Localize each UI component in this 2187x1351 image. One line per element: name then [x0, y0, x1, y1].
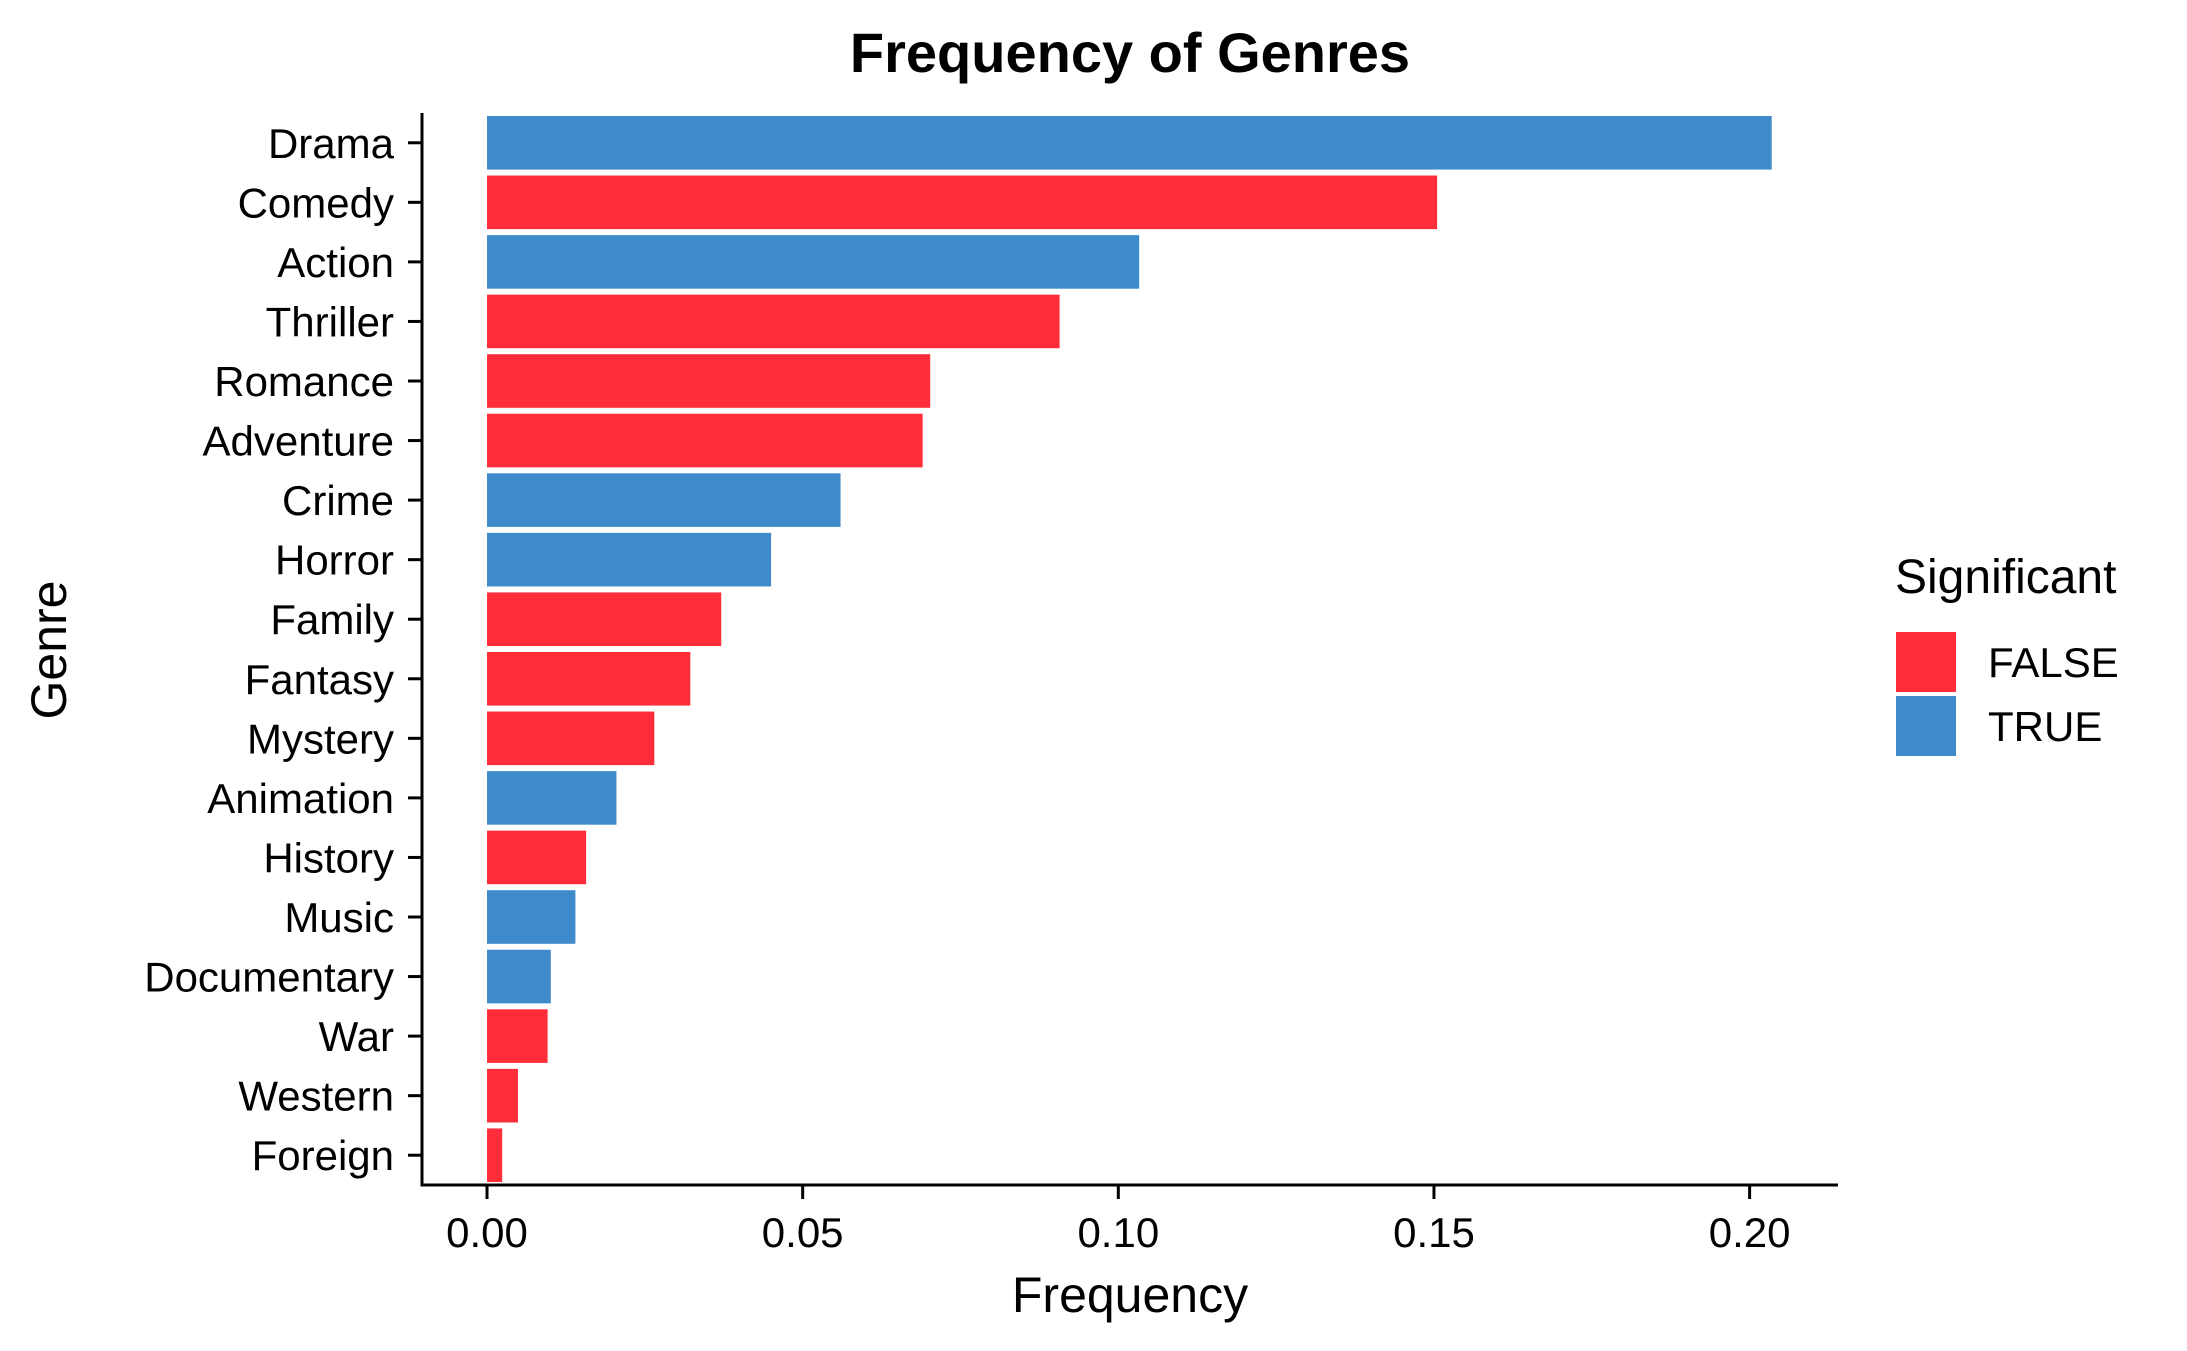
bar-horror: [487, 532, 772, 587]
x-tick-label: 0.20: [1709, 1209, 1791, 1256]
bar-comedy: [487, 175, 1438, 230]
legend: Significant FALSE TRUE: [1895, 551, 2119, 756]
y-tick-label: Comedy: [238, 179, 394, 226]
x-tick-label: 0.10: [1077, 1209, 1159, 1256]
chart-title: Frequency of Genres: [850, 21, 1410, 84]
y-tick-label: Music: [284, 894, 394, 941]
legend-label: TRUE: [1988, 703, 2102, 750]
bar-romance: [487, 354, 931, 408]
bar-documentary: [487, 949, 551, 1004]
x-tick-label: 0.15: [1393, 1209, 1475, 1256]
bar-crime: [487, 473, 841, 527]
bar-animation: [487, 771, 617, 825]
bar-group: [487, 115, 1772, 1183]
y-tick-label: Romance: [214, 358, 394, 405]
y-tick-label: Horror: [275, 537, 394, 584]
bar-western: [487, 1068, 518, 1123]
x-tick-label: 0.00: [446, 1209, 528, 1256]
y-tick-label: Thriller: [266, 298, 394, 345]
y-tick-label: War: [319, 1013, 394, 1060]
legend-key-false: [1896, 632, 1956, 692]
bar-drama: [487, 115, 1772, 170]
y-tick-label: Crime: [282, 477, 394, 524]
y-tick-label: Action: [277, 239, 394, 286]
y-tick-label: History: [263, 834, 394, 881]
y-tick-label: Adventure: [203, 418, 394, 465]
bar-foreign: [487, 1128, 503, 1183]
bar-mystery: [487, 711, 655, 766]
x-axis-title: Frequency: [1012, 1267, 1248, 1323]
y-tick-label: Family: [270, 596, 394, 643]
y-axis: Drama Comedy Action Thriller Romance Adventur…: [144, 113, 424, 1187]
bar-fantasy: [487, 651, 691, 706]
y-tick-label: Western: [238, 1073, 394, 1120]
bar-family: [487, 592, 722, 647]
y-tick-label: Drama: [268, 120, 395, 167]
legend-label: FALSE: [1988, 639, 2119, 686]
y-tick-label: Foreign: [252, 1132, 394, 1179]
legend-title: Significant: [1895, 551, 2116, 604]
legend-key-true: [1896, 696, 1956, 756]
bar-war: [487, 1009, 548, 1063]
bar-adventure: [487, 413, 923, 468]
y-tick-label: Mystery: [247, 715, 394, 762]
bar-history: [487, 830, 587, 885]
y-tick-label: Animation: [207, 775, 394, 822]
x-axis: 0.00 0.05 0.10 0.15 0.20: [420, 1183, 1838, 1256]
y-axis-title: Genre: [21, 581, 77, 720]
y-tick-label: Fantasy: [245, 656, 394, 703]
y-tick-label: Documentary: [144, 954, 394, 1001]
bar-action: [487, 235, 1140, 289]
bar-music: [487, 890, 576, 944]
x-tick-label: 0.05: [762, 1209, 844, 1256]
bar-thriller: [487, 294, 1060, 349]
